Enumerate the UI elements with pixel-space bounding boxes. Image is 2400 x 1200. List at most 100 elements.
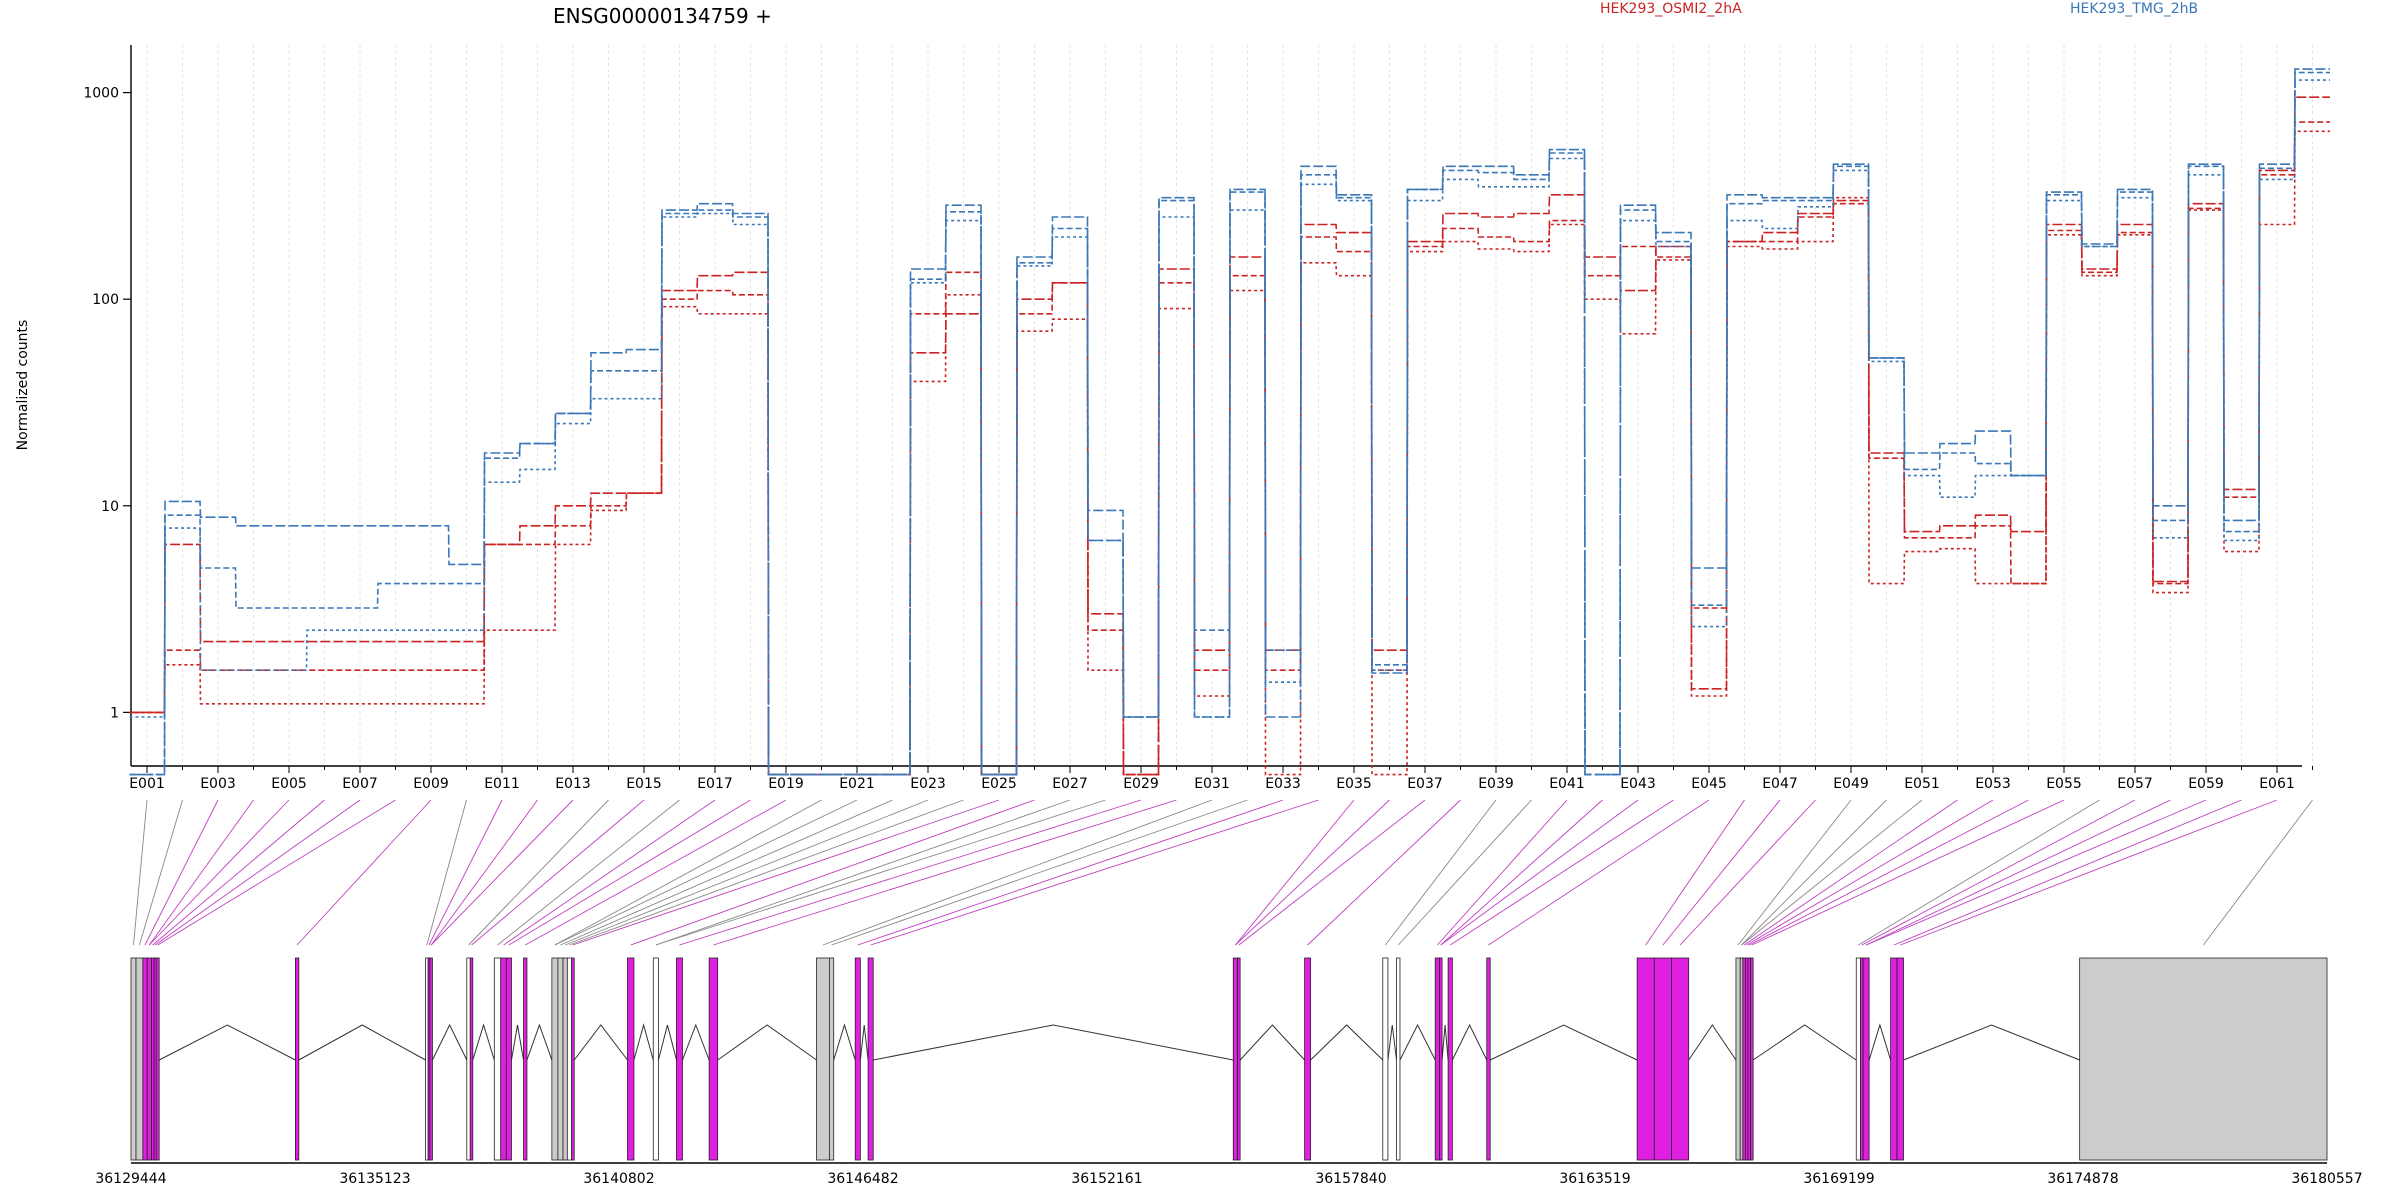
exon-block: [854, 957, 861, 1161]
intron-line: [1441, 1024, 1449, 1061]
genomic-tick-label: 36129444: [95, 1171, 166, 1187]
exon-block: [1896, 957, 1904, 1161]
intron-line: [526, 1023, 553, 1061]
exon-connector: [430, 799, 538, 946]
exon-connector: [1865, 799, 2207, 946]
exon-connector: [1749, 799, 2029, 946]
exon-connector: [148, 799, 290, 946]
exon-block: [500, 957, 507, 1161]
exon-connector: [1440, 799, 1639, 946]
intron-line: [472, 1023, 495, 1061]
exon-block: [135, 957, 144, 1161]
exon-connector: [133, 799, 148, 946]
exon-block: [1439, 957, 1443, 1161]
x-tick-label: E019: [768, 776, 804, 792]
x-tick-label: E017: [697, 776, 733, 792]
intron-line: [431, 1023, 468, 1061]
x-tick-label: E005: [271, 776, 307, 792]
exon-connector: [1488, 799, 1710, 946]
series-layer: [129, 68, 2330, 776]
exon-connector: [1235, 799, 1355, 946]
exon-block: [1396, 957, 1401, 1161]
x-tick-label: E027: [1052, 776, 1088, 792]
exon-connector: [1662, 799, 1781, 946]
exon-block: [829, 957, 835, 1161]
chart-title: ENSG00000134759 +: [553, 4, 772, 28]
intron-line: [1903, 1024, 2080, 1061]
intron-line: [717, 1024, 817, 1061]
exon-connector: [1437, 799, 1568, 946]
exon-block: [1447, 957, 1453, 1161]
series-line-2: [129, 121, 2330, 776]
genomic-tick-label: 36169199: [1803, 1171, 1874, 1187]
intron-line: [573, 1024, 628, 1061]
exon-connector: [655, 799, 1106, 946]
exon-block: [1855, 957, 1861, 1161]
x-tick-label: E045: [1691, 776, 1727, 792]
exon-block: [469, 957, 474, 1161]
intron-line: [859, 1024, 869, 1061]
exon-connector: [2202, 799, 2313, 946]
exon-block: [493, 957, 502, 1161]
x-tick-label: E059: [2188, 776, 2224, 792]
exon-connector: [560, 799, 893, 946]
genomic-tick-label: 36146482: [827, 1171, 898, 1187]
x-tick-label: E057: [2117, 776, 2153, 792]
exon-connector: [1737, 799, 1852, 946]
exon-connector: [468, 799, 609, 946]
genomic-tick-label: 36152161: [1071, 1171, 1142, 1187]
exon-block: [146, 957, 152, 1161]
exon-connector: [1751, 799, 2065, 946]
exon-connector: [831, 799, 1248, 946]
exon-connector: [157, 799, 396, 946]
exon-block: [1750, 957, 1754, 1161]
intron-line: [682, 1023, 710, 1061]
series-line-6: [129, 79, 2330, 776]
x-tick-label: E015: [626, 776, 662, 792]
x-tick-label: E003: [200, 776, 236, 792]
x-tick-label: E053: [1975, 776, 2011, 792]
exon-block: [867, 957, 874, 1161]
exon-connector: [1645, 799, 1745, 946]
x-tick-label: E047: [1762, 776, 1798, 792]
x-tick-label: E007: [342, 776, 378, 792]
exon-block: [652, 957, 659, 1161]
exon-connector: [1861, 799, 2136, 946]
genomic-tick-label: 36180557: [2291, 1171, 2362, 1187]
x-tick-label: E037: [1407, 776, 1443, 792]
exon-block: [1434, 957, 1440, 1161]
y-axis-label: Normalized counts: [15, 320, 31, 451]
exon-block: [1653, 957, 1672, 1161]
exon-connector: [1746, 799, 1994, 946]
exon-connector: [1440, 799, 1603, 946]
exon-connector-lines: [133, 799, 2313, 946]
x-tick-label: E001: [129, 776, 165, 792]
exon-connector: [572, 799, 1000, 946]
y-tick-label: 100: [92, 292, 119, 308]
exon-connector: [428, 799, 503, 946]
exon-connector: [1743, 799, 1958, 946]
exon-block: [2079, 957, 2328, 1161]
exon-connector: [679, 799, 1142, 946]
exon-block: [1735, 957, 1741, 1161]
y-tick-label: 1000: [83, 86, 119, 102]
exon-block: [130, 957, 137, 1161]
exon-block: [466, 957, 471, 1161]
exon-connector: [1235, 799, 1390, 946]
exon-connector: [1385, 799, 1497, 946]
exon-connector: [1307, 799, 1461, 946]
exon-block: [708, 957, 719, 1161]
x-tick-label: E041: [1549, 776, 1585, 792]
exon-connector: [655, 799, 1071, 946]
exon-block: [1862, 957, 1870, 1161]
exon-connector: [1238, 799, 1426, 946]
y-tick-label: 1: [110, 705, 119, 721]
exon-connector: [1741, 799, 1887, 946]
intron-line: [1399, 1023, 1436, 1061]
exon-connector: [503, 799, 716, 946]
x-tick-label: E061: [2259, 776, 2295, 792]
exon-block: [557, 957, 564, 1161]
exon-connector: [822, 799, 1213, 946]
gene-model: [130, 957, 2328, 1161]
